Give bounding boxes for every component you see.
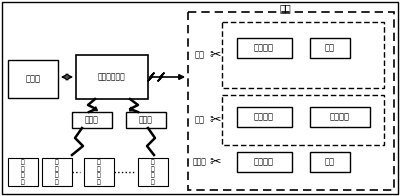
Text: 服务员: 服务员 (26, 74, 40, 83)
Text: 电
子
菜
单: 电 子 菜 单 (97, 159, 101, 185)
Text: 电子菜单: 电子菜单 (254, 113, 274, 122)
Bar (237, 152, 292, 172)
Text: 大厅: 大厅 (195, 51, 205, 60)
Text: 小餐厅: 小餐厅 (193, 158, 207, 166)
Text: 包厢: 包厢 (195, 115, 205, 124)
Bar (222, 22, 384, 88)
Text: 厨房: 厨房 (279, 3, 291, 13)
Bar (8, 60, 58, 98)
Bar (8, 158, 38, 186)
Text: ✂: ✂ (209, 113, 221, 127)
Text: 无线接收终端: 无线接收终端 (98, 73, 126, 82)
Bar (310, 107, 370, 127)
Bar (188, 12, 394, 190)
Text: 制定: 制定 (325, 158, 335, 166)
Bar (237, 38, 292, 58)
Bar (237, 107, 292, 127)
Bar (310, 152, 350, 172)
Bar (310, 38, 350, 58)
Bar (72, 112, 112, 128)
Bar (42, 158, 72, 186)
Text: 电
子
菜
单: 电 子 菜 单 (55, 159, 59, 185)
Text: ✂: ✂ (209, 155, 221, 169)
Text: 电子菜单: 电子菜单 (254, 44, 274, 53)
Bar (126, 112, 166, 128)
Bar (138, 158, 168, 186)
Text: 电
子
菜
单: 电 子 菜 单 (151, 159, 155, 185)
Text: ✂: ✂ (209, 48, 221, 62)
Text: 电
子
菜
单: 电 子 菜 单 (21, 159, 25, 185)
Text: 食品制作: 食品制作 (330, 113, 350, 122)
Bar (222, 95, 384, 145)
Bar (84, 158, 114, 186)
Text: 买单: 买单 (325, 44, 335, 53)
Text: 电子菜单: 电子菜单 (254, 158, 274, 166)
Text: 输入端: 输入端 (139, 115, 153, 124)
Text: 输入端: 输入端 (85, 115, 99, 124)
Bar (76, 55, 148, 99)
